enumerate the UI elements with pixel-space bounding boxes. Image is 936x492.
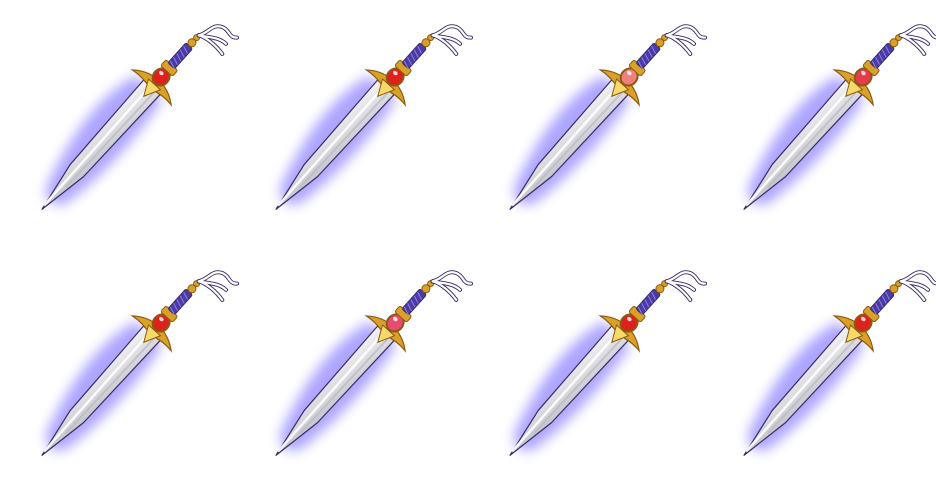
grip [402, 43, 427, 69]
sword-sprite-4 [702, 0, 936, 246]
grip [636, 43, 661, 69]
grip [870, 289, 895, 315]
grip [870, 43, 895, 69]
sword-sprite-3 [468, 0, 707, 246]
grip [168, 289, 193, 315]
sword-icon [275, 270, 473, 456]
sword-icon [275, 24, 473, 210]
sword-sprite-5 [0, 246, 239, 492]
sword-icon [743, 24, 936, 210]
sword-sprite-1 [0, 0, 239, 246]
sword-icon [509, 270, 707, 456]
sword-sprite-2 [234, 0, 473, 246]
sword-icon [41, 24, 239, 210]
sword-icon [743, 270, 936, 456]
grip [168, 43, 193, 69]
grip [402, 289, 427, 315]
sword-sprite-7 [468, 246, 707, 492]
sword-icon [509, 24, 707, 210]
grip [636, 289, 661, 315]
sword-sprite-6 [234, 246, 473, 492]
sword-icon [41, 270, 239, 456]
sword-sprite-8 [702, 246, 936, 492]
